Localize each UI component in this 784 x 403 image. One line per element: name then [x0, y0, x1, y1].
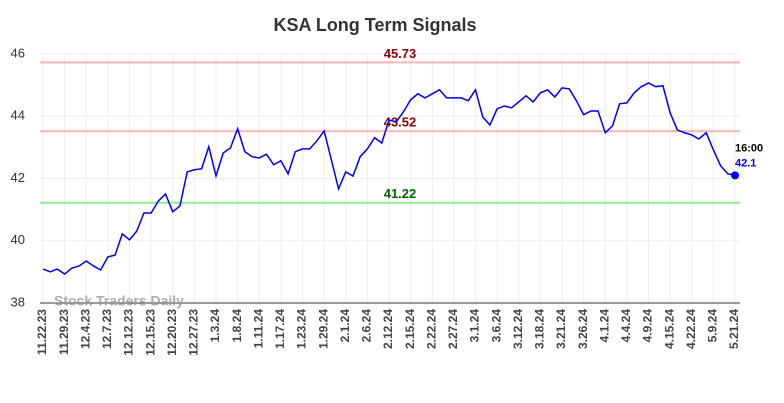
price-line [42, 82, 736, 275]
y-tick-label: 38 [11, 294, 25, 309]
x-tick-label: 1.17.24 [273, 309, 287, 349]
x-tick-label: 1.29.24 [316, 309, 330, 349]
x-tick-label: 12.4.23 [78, 309, 92, 349]
x-tick-label: 3.12.24 [511, 309, 525, 349]
last-value: 42.1 [735, 157, 756, 169]
x-tick-label: 4.9.24 [641, 309, 655, 343]
x-tick-label: 12.27.23 [187, 309, 201, 356]
x-tick-label: 2.15.24 [403, 309, 417, 349]
y-tick-label: 40 [11, 232, 25, 247]
x-tick-label: 12.20.23 [165, 309, 179, 356]
x-tick-label: 12.12.23 [122, 309, 136, 356]
last-point [731, 171, 739, 180]
x-tick-label: 1.23.24 [295, 309, 309, 349]
x-tick-label: 11.29.23 [57, 309, 71, 355]
x-tick-label: 2.1.24 [338, 309, 352, 343]
signal-label: 45.73 [384, 46, 417, 61]
x-tick-label: 3.6.24 [489, 309, 503, 343]
chart-title: KSA Long Term Signals [273, 15, 476, 35]
x-tick-label: 4.1.24 [597, 309, 611, 343]
x-tick-label: 4.15.24 [662, 309, 676, 349]
x-tick-label: 3.1.24 [468, 309, 482, 343]
x-tick-label: 4.22.24 [684, 309, 698, 349]
x-tick-label: 4.4.24 [619, 309, 633, 343]
y-tick-label: 44 [11, 108, 25, 123]
x-tick-label: 12.7.23 [100, 309, 114, 349]
x-tick-label: 1.11.24 [251, 309, 265, 349]
watermark: Stock Traders Daily [54, 293, 184, 309]
x-tick-label: 3.21.24 [554, 309, 568, 349]
y-tick-label: 46 [11, 45, 25, 60]
x-tick-label: 5.9.24 [706, 309, 720, 343]
x-tick-label: 2.22.24 [424, 309, 438, 349]
signal-label: 41.22 [384, 186, 417, 201]
y-tick-label: 42 [11, 170, 25, 185]
x-tick-label: 1.8.24 [230, 309, 244, 343]
x-tick-label: 2.6.24 [360, 309, 374, 343]
x-tick-label: 3.18.24 [533, 309, 547, 349]
signal-label: 43.52 [384, 115, 417, 130]
x-tick-label: 2.12.24 [381, 309, 395, 349]
x-tick-label: 1.3.24 [208, 309, 222, 343]
x-tick-label: 12.15.23 [143, 309, 157, 356]
x-tick-label: 11.22.23 [35, 309, 49, 355]
x-tick-label: 2.27.24 [446, 309, 460, 349]
x-tick-label: 5.21.24 [727, 309, 741, 349]
last-time: 16:00 [735, 142, 763, 154]
x-tick-label: 3.26.24 [576, 309, 590, 349]
